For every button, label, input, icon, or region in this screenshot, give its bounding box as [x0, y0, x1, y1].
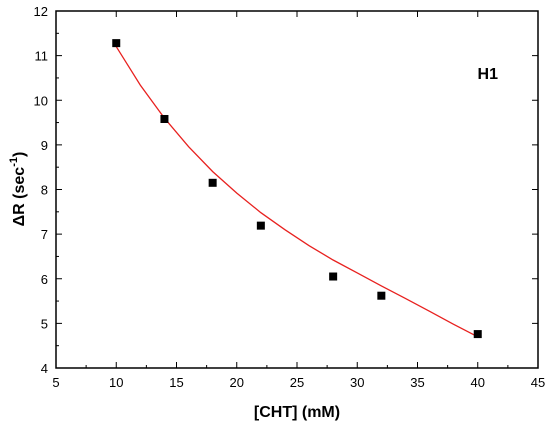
data-point: [329, 272, 338, 281]
points-layer: [112, 39, 482, 339]
y-tick-label: 5: [41, 316, 48, 331]
data-point: [160, 114, 169, 123]
x-tick-label: 30: [350, 375, 364, 390]
fit-curve: [115, 46, 479, 338]
y-tick-label: 7: [41, 227, 48, 242]
y-tick-label: 4: [41, 361, 48, 376]
y-axis-title-main: ΔR (sec: [11, 167, 28, 227]
data-point: [473, 330, 482, 339]
y-tick-label: 8: [41, 183, 48, 198]
data-point: [112, 39, 121, 48]
x-tick-label: 15: [169, 375, 183, 390]
y-tick-label: 12: [34, 4, 48, 19]
x-tick-label: 45: [531, 375, 545, 390]
x-tick-label: 25: [290, 375, 304, 390]
y-tick-label: 10: [34, 93, 48, 108]
data-point: [208, 178, 217, 187]
x-tick-label: 40: [471, 375, 485, 390]
y-tick-label: 6: [41, 272, 48, 287]
y-axis-title-close: ): [11, 152, 28, 157]
x-tick-label: 35: [410, 375, 424, 390]
fit-layer: [115, 46, 479, 338]
x-tick-label: 5: [52, 375, 59, 390]
y-tick-label: 9: [41, 138, 48, 153]
series-annotation: H1: [478, 66, 499, 83]
data-point: [377, 291, 386, 300]
plot-frame: [55, 10, 539, 369]
y-tick-label: 11: [35, 49, 49, 64]
x-tick-label: 20: [230, 375, 244, 390]
data-point: [256, 221, 265, 230]
x-axis-title: [CHT] (mM): [254, 404, 340, 421]
x-tick-label: 10: [109, 375, 123, 390]
y-axis-title: ΔR (sec-1): [8, 152, 28, 227]
y-axis-title-superscript: -1: [8, 157, 20, 167]
